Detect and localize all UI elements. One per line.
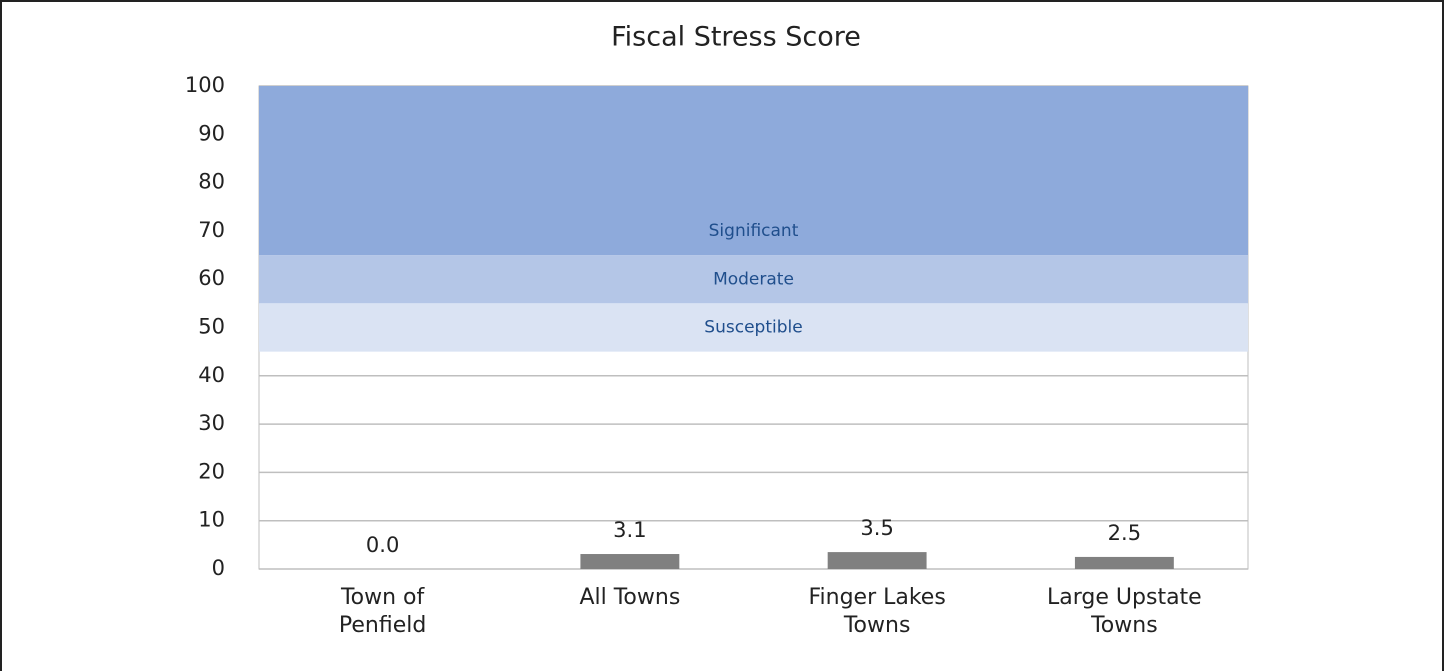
y-tick-label: 90: [198, 121, 225, 145]
bar: [1074, 556, 1174, 569]
y-tick-label: 30: [198, 411, 225, 435]
y-tick-label: 80: [198, 170, 225, 194]
y-tick-label: 60: [198, 266, 225, 290]
bar: [827, 552, 927, 569]
y-tick-label: 0: [212, 556, 225, 580]
band-label: Susceptible: [704, 318, 802, 338]
x-tick-label: Large Upstate: [1047, 585, 1202, 610]
x-tick-label: Penfield: [339, 613, 426, 638]
stress-band: [259, 255, 1248, 304]
data-label: 3.5: [860, 516, 893, 540]
data-label: 3.1: [613, 518, 646, 542]
stress-band: [259, 86, 1248, 256]
x-tick-label: All Towns: [579, 585, 680, 610]
stress-band: [259, 303, 1248, 352]
y-tick-label: 70: [198, 218, 225, 242]
data-label: 0.0: [366, 533, 399, 557]
y-tick-label: 100: [185, 73, 225, 97]
y-tick-label: 50: [198, 315, 225, 339]
y-tick-label: 40: [198, 363, 225, 387]
x-tick-label: Towns: [1090, 613, 1158, 638]
y-tick-label: 20: [198, 459, 225, 483]
band-label: Moderate: [713, 269, 794, 289]
y-tick-label: 10: [198, 508, 225, 532]
bar: [580, 554, 680, 569]
band-label: Significant: [709, 221, 799, 241]
x-tick-label: Town of: [340, 585, 426, 610]
x-tick-label: Finger Lakes: [808, 585, 945, 610]
chart-title: Fiscal Stress Score: [611, 22, 861, 53]
x-tick-label: Towns: [843, 613, 911, 638]
data-label: 2.5: [1108, 521, 1141, 545]
